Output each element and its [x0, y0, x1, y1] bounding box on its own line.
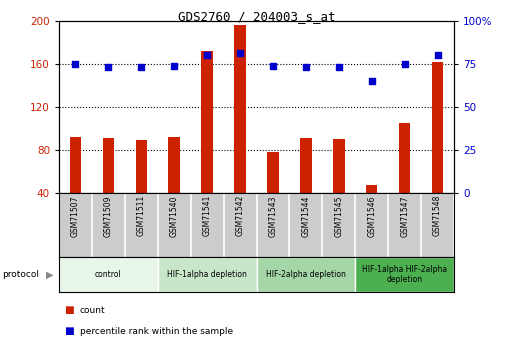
Bar [70, 137, 81, 193]
Text: GSM71542: GSM71542 [235, 195, 245, 236]
Text: percentile rank within the sample: percentile rank within the sample [80, 327, 232, 336]
Text: GSM71548: GSM71548 [433, 195, 442, 236]
Text: ▶: ▶ [46, 269, 53, 279]
Bar [256, 257, 355, 292]
Bar [366, 185, 378, 193]
Bar [202, 51, 213, 193]
Text: GSM71546: GSM71546 [367, 195, 376, 237]
Text: GSM71543: GSM71543 [268, 195, 278, 237]
Text: GDS2760 / 204003_s_at: GDS2760 / 204003_s_at [177, 10, 336, 23]
Text: HIF-1alpha HIF-2alpha
depletion: HIF-1alpha HIF-2alpha depletion [362, 265, 447, 284]
Bar [399, 123, 410, 193]
Text: HIF-2alpha depletion: HIF-2alpha depletion [266, 270, 346, 279]
Point [433, 52, 442, 58]
Point [71, 61, 80, 67]
Text: GSM71507: GSM71507 [71, 195, 80, 237]
Bar [234, 25, 246, 193]
Text: control: control [95, 270, 122, 279]
Bar [355, 257, 454, 292]
Point [104, 65, 112, 70]
Bar [168, 137, 180, 193]
Text: protocol: protocol [3, 270, 40, 279]
Bar [103, 138, 114, 193]
Bar [59, 257, 158, 292]
Point [269, 63, 277, 68]
Bar [333, 139, 345, 193]
Text: GSM71545: GSM71545 [334, 195, 343, 237]
Text: GSM71547: GSM71547 [400, 195, 409, 237]
Text: HIF-1alpha depletion: HIF-1alpha depletion [167, 270, 247, 279]
Point [302, 65, 310, 70]
Point [203, 52, 211, 58]
Text: GSM71544: GSM71544 [301, 195, 310, 237]
Point [170, 63, 179, 68]
Text: ■: ■ [64, 326, 74, 336]
Bar [135, 140, 147, 193]
Point [137, 65, 145, 70]
Text: GSM71541: GSM71541 [203, 195, 212, 236]
Text: count: count [80, 306, 105, 315]
Bar [267, 152, 279, 193]
Text: GSM71540: GSM71540 [170, 195, 179, 237]
Point [368, 78, 376, 84]
Point [236, 51, 244, 56]
Point [401, 61, 409, 67]
Point [334, 65, 343, 70]
Bar [432, 62, 443, 193]
Bar [300, 138, 311, 193]
Text: GSM71511: GSM71511 [137, 195, 146, 236]
Text: ■: ■ [64, 306, 74, 315]
Text: GSM71509: GSM71509 [104, 195, 113, 237]
Bar [158, 257, 256, 292]
